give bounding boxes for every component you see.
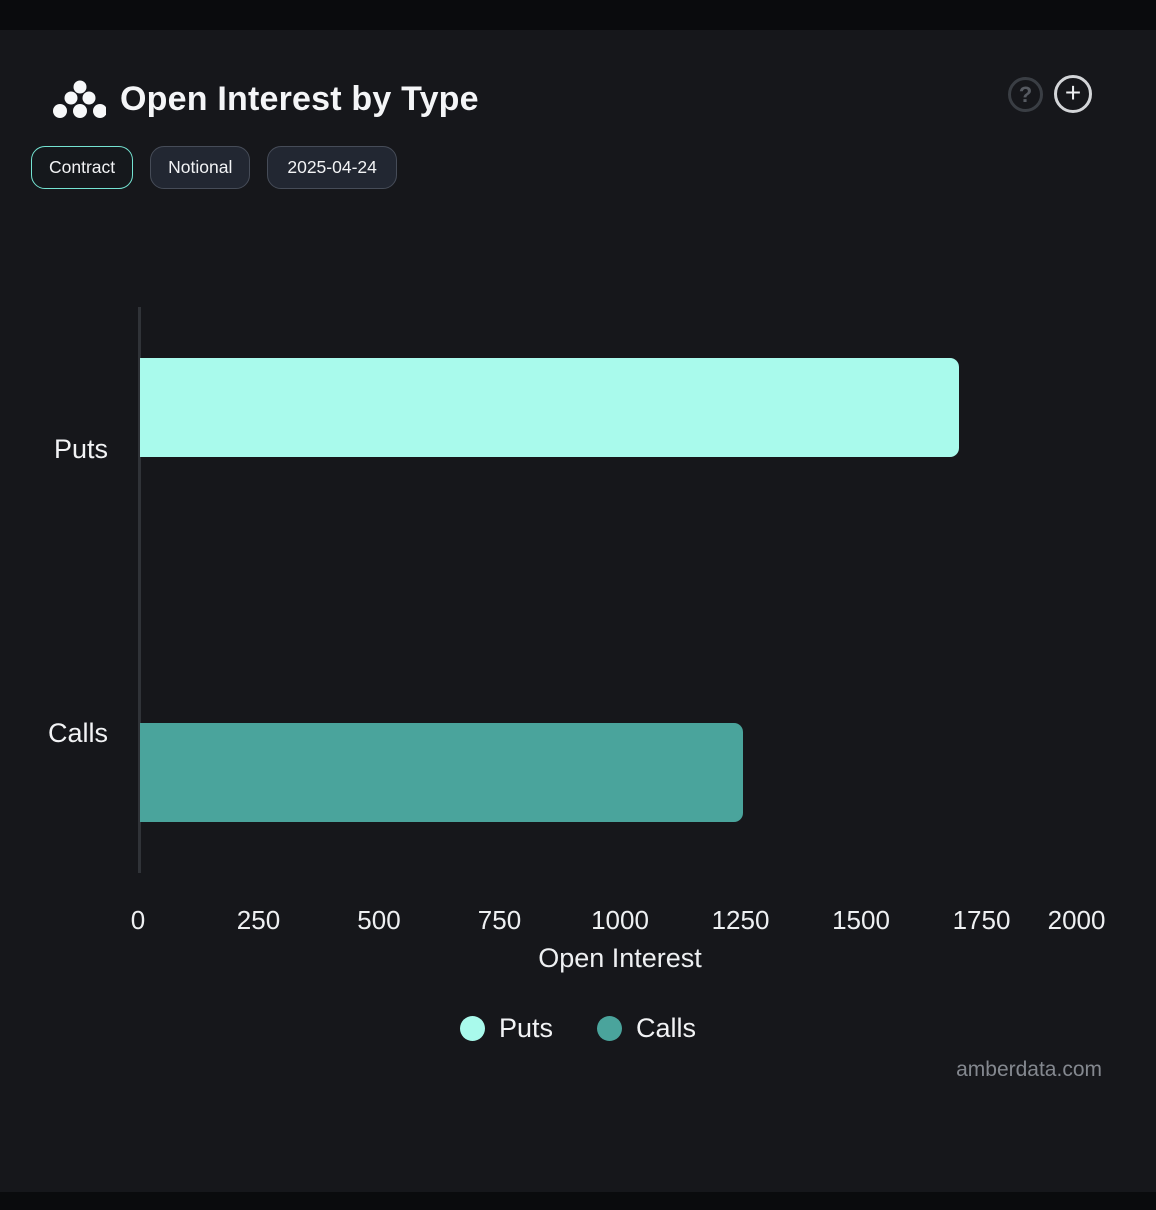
- help-icon[interactable]: ?: [1008, 77, 1043, 112]
- toolbar: Contract Notional 2025-04-24: [31, 146, 397, 189]
- bottom-strip: [0, 1192, 1156, 1210]
- top-strip: [0, 0, 1156, 30]
- x-tick-label: 1250: [711, 905, 770, 935]
- x-axis-title: Open Interest: [538, 943, 702, 973]
- calls-legend-label: Calls: [636, 1013, 697, 1043]
- help-icon-glyph: ?: [1018, 81, 1033, 107]
- puts-bar[interactable]: [140, 358, 960, 457]
- puts-legend-label: Puts: [498, 1013, 553, 1043]
- plot-area: 0 250 500 750 1000 1250 1500 1750 2000: [131, 307, 1105, 935]
- x-tick-label: 1500: [832, 905, 890, 935]
- notional-button[interactable]: Notional: [150, 146, 251, 189]
- legend-item-puts[interactable]: Puts: [459, 1013, 553, 1044]
- add-icon-glyph: +: [1064, 76, 1082, 108]
- date-button[interactable]: 2025-04-24: [267, 146, 397, 189]
- calls-bar[interactable]: [140, 723, 743, 822]
- x-tick-label: 1750: [952, 905, 1011, 935]
- x-tick-label: 750: [477, 905, 522, 935]
- legend: Puts Calls: [0, 1013, 1156, 1044]
- x-tick-label: 500: [357, 905, 401, 935]
- add-icon[interactable]: +: [1054, 75, 1092, 113]
- y-axis-label-puts: Puts: [53, 434, 108, 464]
- legend-item-calls[interactable]: Calls: [597, 1013, 696, 1044]
- page-title: Open Interest by Type: [120, 80, 479, 118]
- puts-legend-dot: [459, 1016, 485, 1041]
- x-tick-label: 250: [236, 905, 281, 935]
- calls-legend-dot: [597, 1016, 622, 1041]
- x-tick-label: 0: [130, 905, 146, 935]
- y-axis-line: [138, 307, 141, 873]
- contract-button[interactable]: Contract: [31, 146, 134, 189]
- watermark: amberdata.com: [956, 1058, 1102, 1081]
- y-axis-label-calls: Calls: [47, 718, 108, 748]
- x-axis-ticks: 0 250 500 750 1000 1250 1500 1750 2000: [131, 905, 1106, 937]
- x-tick-label: 2000: [1047, 905, 1106, 935]
- amberdata-logo-icon: [53, 80, 106, 118]
- x-tick-label: 1000: [591, 905, 649, 935]
